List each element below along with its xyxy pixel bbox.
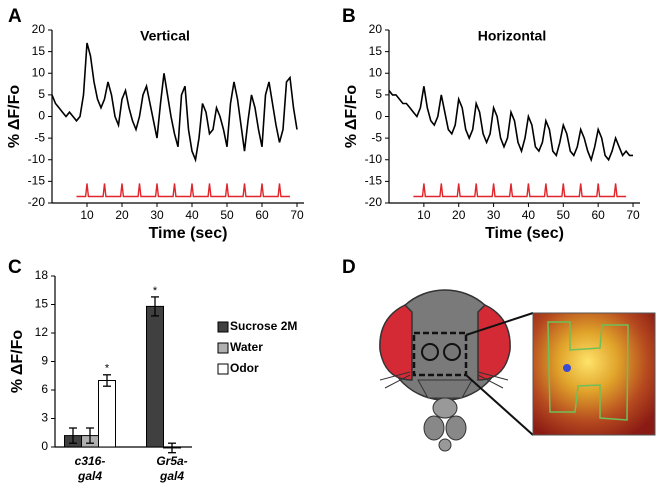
trace	[51, 42, 298, 163]
error-bar	[86, 427, 94, 444]
y-tick-label: 6	[41, 382, 48, 396]
panel-label: D	[342, 257, 356, 278]
annotation: *	[153, 285, 158, 297]
x-tick-label: 40	[522, 208, 536, 222]
x-tick-label: 50	[220, 208, 234, 222]
y-tick-label: 5	[375, 87, 382, 101]
y-tick-label: -5	[34, 130, 45, 144]
y-tick-label: 12	[35, 325, 49, 339]
y-tick-label: 18	[35, 268, 49, 282]
y-tick-label: 0	[41, 439, 48, 453]
annotation: *	[105, 363, 110, 375]
legend-label: Sucrose 2M	[230, 319, 297, 333]
x-tick-label: 70	[626, 208, 640, 222]
x-tick-label: 10	[80, 208, 94, 222]
y-axis-label: % ΔF/Fo	[9, 330, 26, 394]
y-tick-label: -15	[365, 174, 383, 188]
panel-label: C	[8, 257, 22, 278]
y-tick-label: 5	[38, 87, 45, 101]
legend-swatch	[217, 321, 229, 333]
y-tick-label: 15	[32, 44, 46, 58]
chart-title: Vertical	[140, 28, 190, 44]
x-tick-label: 60	[591, 208, 605, 222]
y-axis-label: % ΔF/Fo	[6, 85, 23, 149]
error-bar	[168, 442, 176, 454]
y-tick-label: -10	[365, 152, 383, 166]
y-tick-label: -15	[28, 174, 46, 188]
bar	[146, 305, 164, 448]
x-tick-label: 50	[557, 208, 571, 222]
y-tick-label: 15	[369, 44, 383, 58]
x-tick-label: 20	[115, 208, 129, 222]
panel-label: A	[8, 6, 22, 27]
y-tick-label: 20	[32, 22, 46, 36]
y-axis-label: % ΔF/Fo	[343, 85, 360, 149]
x-tick-label: 70	[290, 208, 304, 222]
y-tick-label: -20	[28, 195, 46, 209]
y-tick-label: 0	[38, 109, 45, 123]
x-axis-label: Time (sec)	[149, 225, 228, 242]
y-tick-label: -20	[365, 195, 383, 209]
trace	[76, 183, 290, 198]
error-bar	[103, 374, 111, 387]
x-tick-label: 20	[452, 208, 466, 222]
bar	[98, 380, 116, 448]
y-tick-label: 3	[41, 411, 48, 425]
error-bar	[69, 427, 77, 444]
trace	[413, 183, 627, 198]
x-tick-label: 60	[255, 208, 269, 222]
y-tick-label: 20	[369, 22, 383, 36]
chart-title: Horizontal	[478, 28, 546, 44]
y-tick-label: -10	[28, 152, 46, 166]
legend-label: Odor	[230, 361, 259, 375]
x-tick-label: 10	[417, 208, 431, 222]
x-axis-label: Time (sec)	[485, 225, 564, 242]
legend-label: Water	[230, 340, 263, 354]
panel-label: B	[342, 6, 356, 27]
legend-swatch	[217, 342, 229, 354]
y-tick-label: 0	[375, 109, 382, 123]
x-tick-label: 40	[185, 208, 199, 222]
x-tick-label: c316-	[75, 454, 106, 468]
x-tick-label: gal4	[159, 469, 184, 483]
error-bar	[151, 296, 159, 317]
fly-diagram	[379, 289, 656, 452]
x-tick-label: gal4	[77, 469, 102, 483]
y-tick-label: 10	[369, 65, 383, 79]
y-tick-label: 9	[41, 354, 48, 368]
y-tick-label: 10	[32, 65, 46, 79]
x-tick-label: 30	[150, 208, 164, 222]
trace	[388, 86, 633, 163]
x-tick-label: 30	[487, 208, 501, 222]
x-tick-label: Gr5a-	[156, 454, 187, 468]
y-tick-label: 15	[35, 297, 49, 311]
legend-swatch	[217, 363, 229, 375]
y-tick-label: -5	[371, 130, 382, 144]
